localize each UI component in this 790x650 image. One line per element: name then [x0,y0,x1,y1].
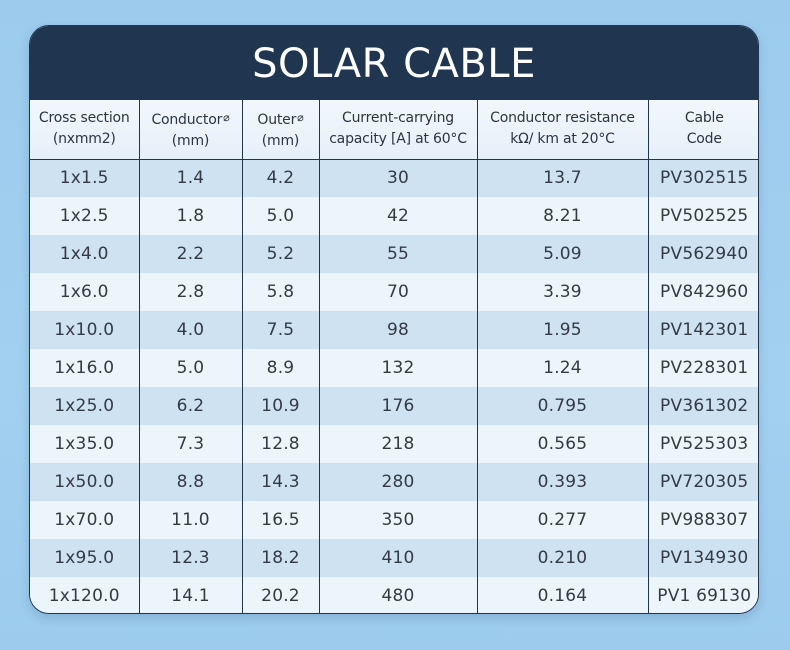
cell-cross-section: 1x120.0 [30,577,140,613]
cell-conductor: 5.0 [139,349,243,387]
spec-card: SOLAR CABLE Cross section (nxmm2) Conduc… [29,25,759,614]
cell-outer: 18.2 [242,539,320,577]
diameter-icon: ⌀ [297,110,304,124]
page-title: SOLAR CABLE [30,26,758,100]
cell-resistance: 0.277 [477,501,649,539]
cell-current: 218 [319,425,478,463]
cell-outer: 5.2 [242,235,320,273]
cell-cross-section: 1x25.0 [30,387,140,425]
table-row: 1x10.0 4.0 7.5 98 1.95 PV142301 [30,311,758,349]
table-row: 1x70.0 11.0 16.5 350 0.277 PV988307 [30,501,758,539]
cell-current: 132 [319,349,478,387]
cell-current: 70 [319,273,478,311]
cell-code: PV720305 [648,463,758,501]
table-body: 1x1.5 1.4 4.2 30 13.7 PV302515 1x2.5 1.8… [30,159,758,613]
cell-outer: 8.9 [242,349,320,387]
cell-cross-section: 1x70.0 [30,501,140,539]
cell-resistance: 13.7 [477,159,649,197]
cell-current: 350 [319,501,478,539]
header-cable-code: Cable Code [648,100,758,160]
table-row: 1x16.0 5.0 8.9 132 1.24 PV228301 [30,349,758,387]
cell-outer: 5.8 [242,273,320,311]
header-cross-section: Cross section (nxmm2) [30,100,140,160]
cell-cross-section: 1x10.0 [30,311,140,349]
diameter-icon: ⌀ [223,110,230,124]
cell-resistance: 0.393 [477,463,649,501]
header-row: Cross section (nxmm2) Conductor⌀ (mm) Ou… [30,100,758,160]
cell-resistance: 5.09 [477,235,649,273]
cell-code: PV302515 [648,159,758,197]
cell-current: 98 [319,311,478,349]
cell-current: 42 [319,197,478,235]
cell-conductor: 7.3 [139,425,243,463]
cell-resistance: 8.21 [477,197,649,235]
table-row: 1x6.0 2.8 5.8 70 3.39 PV842960 [30,273,758,311]
spec-table: Cross section (nxmm2) Conductor⌀ (mm) Ou… [30,100,758,613]
cell-outer: 5.0 [242,197,320,235]
cell-resistance: 0.210 [477,539,649,577]
cell-resistance: 1.95 [477,311,649,349]
table-row: 1x1.5 1.4 4.2 30 13.7 PV302515 [30,159,758,197]
cell-code: PV562940 [648,235,758,273]
cell-cross-section: 1x4.0 [30,235,140,273]
cell-conductor: 2.8 [139,273,243,311]
cell-outer: 7.5 [242,311,320,349]
cell-code: PV842960 [648,273,758,311]
cell-cross-section: 1x16.0 [30,349,140,387]
cell-outer: 12.8 [242,425,320,463]
cell-cross-section: 1x6.0 [30,273,140,311]
cell-outer: 4.2 [242,159,320,197]
cell-code: PV502525 [648,197,758,235]
cell-cross-section: 1x95.0 [30,539,140,577]
cell-current: 30 [319,159,478,197]
cell-outer: 20.2 [242,577,320,613]
cell-current: 480 [319,577,478,613]
cell-cross-section: 1x2.5 [30,197,140,235]
cell-current: 176 [319,387,478,425]
table-row: 1x120.0 14.1 20.2 480 0.164 PV1 69130 [30,577,758,613]
cell-cross-section: 1x35.0 [30,425,140,463]
table-row: 1x50.0 8.8 14.3 280 0.393 PV720305 [30,463,758,501]
cell-code: PV228301 [648,349,758,387]
table-row: 1x4.0 2.2 5.2 55 5.09 PV562940 [30,235,758,273]
cell-code: PV361302 [648,387,758,425]
cell-outer: 16.5 [242,501,320,539]
cell-outer: 10.9 [242,387,320,425]
cell-current: 410 [319,539,478,577]
table-row: 1x2.5 1.8 5.0 42 8.21 PV502525 [30,197,758,235]
cell-conductor: 11.0 [139,501,243,539]
cell-conductor: 6.2 [139,387,243,425]
header-outer-diameter: Outer⌀ (mm) [242,100,320,160]
cell-resistance: 0.565 [477,425,649,463]
cell-conductor: 8.8 [139,463,243,501]
cell-resistance: 0.164 [477,577,649,613]
table-row: 1x95.0 12.3 18.2 410 0.210 PV134930 [30,539,758,577]
table-row: 1x25.0 6.2 10.9 176 0.795 PV361302 [30,387,758,425]
cell-code: PV134930 [648,539,758,577]
cell-code: PV142301 [648,311,758,349]
cell-outer: 14.3 [242,463,320,501]
cell-conductor: 12.3 [139,539,243,577]
header-conductor-diameter: Conductor⌀ (mm) [139,100,243,160]
cell-cross-section: 1x50.0 [30,463,140,501]
cell-conductor: 1.4 [139,159,243,197]
cell-resistance: 1.24 [477,349,649,387]
cell-resistance: 0.795 [477,387,649,425]
cell-conductor: 1.8 [139,197,243,235]
cell-conductor: 14.1 [139,577,243,613]
header-current-capacity: Current-carrying capacity [A] at 60°C [319,100,478,160]
cell-code: PV988307 [648,501,758,539]
cell-code: PV525303 [648,425,758,463]
cell-current: 280 [319,463,478,501]
cell-current: 55 [319,235,478,273]
header-conductor-resistance: Conductor resistance kΩ/ km at 20°C [477,100,649,160]
table-row: 1x35.0 7.3 12.8 218 0.565 PV525303 [30,425,758,463]
cell-conductor: 2.2 [139,235,243,273]
cell-code: PV1 69130 [648,577,758,613]
cell-resistance: 3.39 [477,273,649,311]
cell-conductor: 4.0 [139,311,243,349]
cell-cross-section: 1x1.5 [30,159,140,197]
